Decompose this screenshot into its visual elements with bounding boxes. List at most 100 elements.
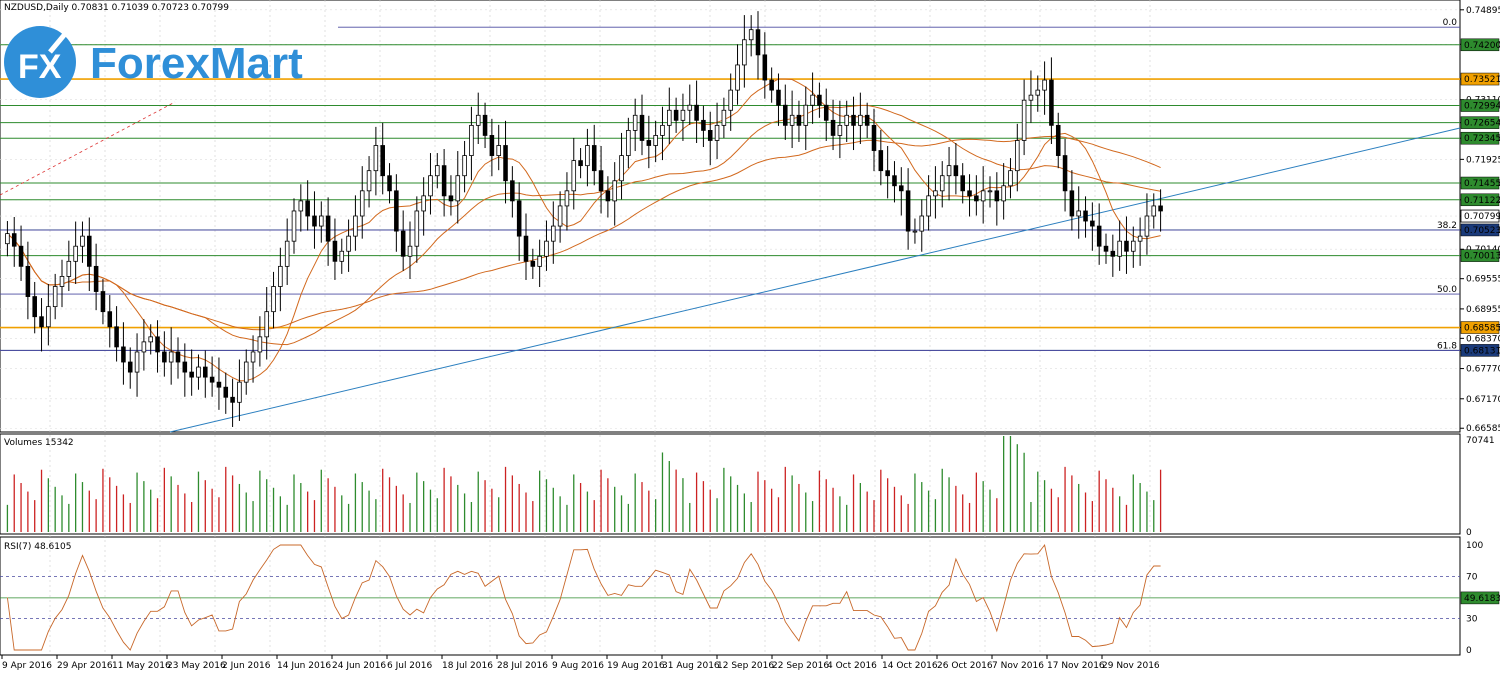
rsi-tick-label: 0 [1466,646,1472,656]
level-price-tag [1460,176,1500,190]
moving-average-line [7,78,1161,382]
candle-body [284,240,290,267]
rsi-panel [0,536,1461,656]
rsi-value-label: 49.6183 [1464,594,1500,604]
candle-body [912,230,918,233]
candle-body [175,351,181,363]
fib-label: 38.2 [1437,221,1457,231]
horizontal-levels: 0.0 38.2 50.0 61.8 [0,18,1461,433]
candle-body [1021,99,1027,141]
candle-body [469,124,474,156]
candle-body [1151,205,1157,217]
candle-body [475,114,481,126]
fib-label: 61.8 [1437,341,1457,351]
candle-body [1035,89,1041,96]
candle-body [960,175,965,192]
candle-body [735,64,740,91]
candle-body [523,235,529,262]
candle-body [428,175,433,197]
rsi-tick-label: 100 [1466,541,1483,551]
price-tick-label: 0.69555 [1466,275,1500,285]
time-tick-label: 19 Aug 2016 [607,661,665,671]
time-tick-label: 26 Oct 2016 [937,661,993,671]
candle-body [626,129,631,156]
last-price-tag [1460,209,1500,223]
candle-body [435,165,440,177]
candle-body [148,336,153,343]
candle-body [694,104,699,121]
candle-body [544,240,549,257]
candle-body [585,145,590,167]
candle-body [11,233,17,247]
time-tick-label: 14 Oct 2016 [882,661,938,671]
candle-body [46,306,51,328]
candle-body [728,89,733,111]
candle-body [1103,245,1109,252]
candle-body [400,230,406,257]
level-price-tag [1460,72,1500,86]
candle-body [87,235,92,267]
candle-body [742,39,747,66]
level-price-tag [1460,344,1500,357]
candle-body [1117,240,1122,257]
level-price-tag [1460,321,1500,334]
rsi-series-line [6,543,1161,651]
level-price-tag [1460,131,1500,145]
candle-body [564,190,570,207]
candle-body [441,165,447,197]
candle-body [885,170,890,177]
candle-body [769,79,774,91]
candle-body [353,215,358,237]
candle-body [612,180,617,202]
price-tick-label: 0.68955 [1466,305,1500,315]
candle-body [100,291,106,313]
candle-body [373,145,379,172]
candle-body [1110,250,1116,257]
candle-body [632,114,638,131]
last-price-label: 0.70799 [1464,212,1500,222]
candle-body [1158,205,1163,212]
rsi-tick-label: 70 [1466,573,1478,583]
candle-body [537,255,542,267]
candle-body [953,165,959,177]
candle-body [455,175,461,202]
candle-body [1062,155,1068,192]
candle-body [1137,235,1143,242]
candle-body [1028,94,1034,101]
candle-body [462,155,467,177]
candle-body [1124,240,1129,252]
candle-body [332,240,338,262]
candle-body [1008,170,1013,187]
candle-body [80,235,85,247]
candle-body [1076,210,1081,217]
candle-body [680,109,686,121]
candle-body [448,195,454,202]
price-tick-label: 0.66585 [1466,424,1500,434]
candle-body [598,170,604,192]
candle-body [510,180,515,202]
candle-body [73,245,78,262]
candle-body [551,225,556,242]
candle-body [605,190,611,202]
candle-body [209,376,215,383]
fib-label: 50.0 [1437,285,1457,295]
candle-body [946,165,952,177]
candle-body [278,265,283,287]
candle-body [762,54,768,81]
level-price-label: 0.70523 [1464,226,1500,236]
candle-body [250,351,256,363]
candle-body [776,89,781,106]
candle-body [271,286,276,313]
candle-body [1131,240,1136,252]
candle-body [748,29,754,41]
candle-body [933,190,938,197]
candle-body [489,135,495,156]
candle-body [162,351,167,363]
candle-body [939,175,945,192]
time-tick-label: 4 Oct 2016 [827,661,877,671]
candle-body [230,396,235,403]
level-price-label: 0.71122 [1464,196,1500,206]
